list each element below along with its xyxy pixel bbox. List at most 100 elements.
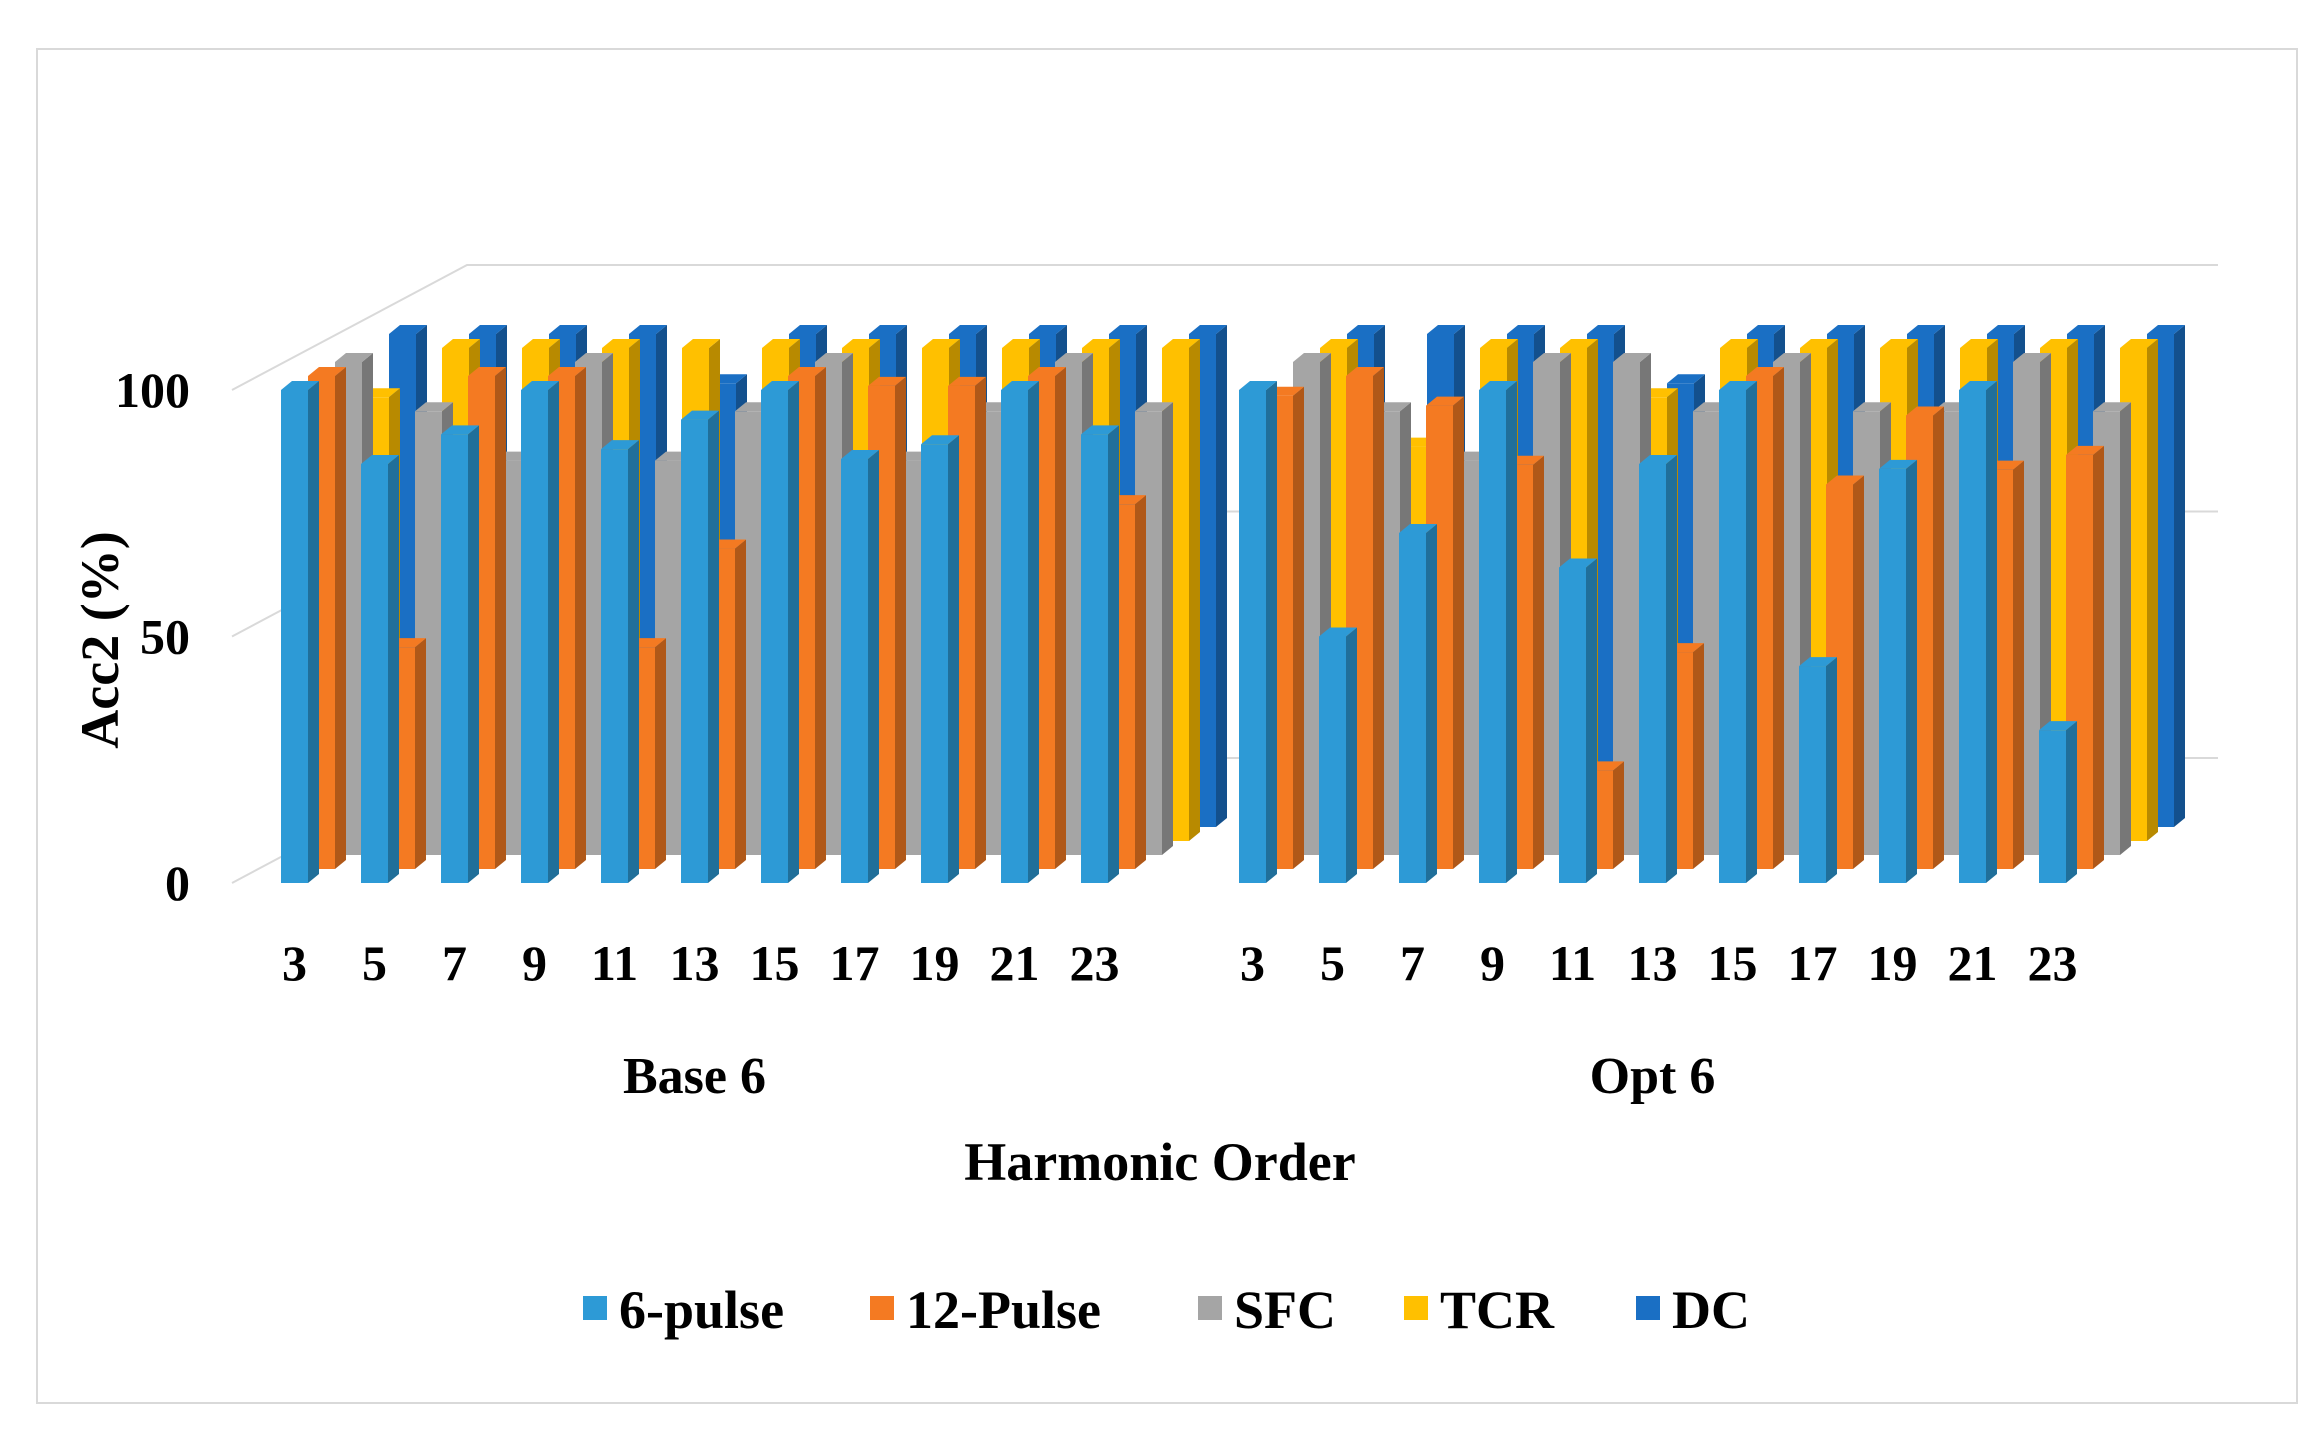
bar-side (2093, 445, 2104, 869)
legend-swatch (1636, 1296, 1660, 1320)
bar-top (2147, 325, 2185, 334)
group-labels: Base 6 Opt 6 (623, 1048, 1715, 1105)
bar-top (1907, 325, 1945, 334)
bar-side (975, 376, 986, 869)
bar-top (1906, 406, 1944, 416)
bar (1879, 459, 1917, 883)
bar (921, 435, 959, 883)
x-tick-label: 17 (1788, 935, 1838, 991)
bar-side (2147, 339, 2158, 841)
x-tick-label: 15 (1708, 935, 1758, 991)
bar-side (415, 638, 426, 869)
bar-side (1189, 339, 1200, 841)
x-tick-label: 15 (750, 935, 800, 991)
bar-top (2067, 325, 2105, 334)
bar-top (841, 450, 879, 460)
bar-top (1109, 325, 1147, 334)
bar-side (2013, 460, 2024, 869)
legend-swatch (870, 1296, 894, 1320)
bar-top (2093, 402, 2131, 412)
bar-top (1960, 339, 1998, 348)
y-tick-label: 0 (165, 855, 190, 911)
x-tick-label: 23 (2028, 935, 2078, 991)
bar-top (522, 339, 560, 348)
bar-side (1746, 381, 1757, 883)
bar-top (1427, 325, 1465, 334)
x-tick-label: 9 (1480, 935, 1505, 991)
bar-top (1827, 325, 1865, 334)
bar-side (308, 381, 319, 883)
bar-top (1426, 396, 1464, 406)
bar-side (468, 425, 479, 883)
bar-top (308, 367, 346, 376)
bar (441, 425, 479, 883)
bar-top (1613, 353, 1651, 362)
bar-side (1135, 495, 1146, 869)
bar (1479, 381, 1517, 883)
y-axis-ticks: 0 50 100 (115, 362, 190, 911)
bar-side (788, 381, 799, 883)
bar-top (575, 353, 613, 362)
gridline (231, 264, 2218, 391)
bar-top (1239, 381, 1277, 390)
bar (761, 381, 799, 883)
x-tick-label: 23 (1070, 935, 1120, 991)
bar-side (1533, 455, 1544, 869)
legend: 6-pulse 12-Pulse SFC TCR DC (583, 1280, 1750, 1340)
bar-front (1559, 567, 1586, 883)
bar-front (441, 434, 468, 883)
bar-side (1693, 643, 1704, 869)
bar-top (521, 381, 559, 390)
x-tick-label: 11 (1549, 935, 1596, 991)
bar-top (1029, 325, 1067, 334)
bar-top (1320, 339, 1358, 348)
bar-front (761, 390, 788, 883)
bar-top (2039, 721, 2077, 731)
bar-top (1002, 339, 1040, 348)
bar-top (1082, 339, 1120, 348)
bar-top (922, 339, 960, 348)
bar-side (388, 454, 399, 883)
bar-top (1800, 339, 1838, 348)
bar-side (1586, 558, 1597, 883)
bar-front (361, 463, 388, 883)
bar-top (1189, 325, 1227, 334)
bar-side (1293, 386, 1304, 869)
bar-top (1559, 558, 1597, 568)
x-tick-label: 21 (990, 935, 1040, 991)
bar-side (1826, 657, 1837, 883)
bar-top (601, 440, 639, 450)
x-tick-label: 13 (1628, 935, 1678, 991)
bar-top (602, 339, 640, 348)
bar-top (1746, 367, 1784, 376)
bar-top (1319, 627, 1357, 637)
bar-side (548, 381, 559, 883)
y-axis-title: Acc2 (%) (70, 531, 130, 748)
bar-front (1399, 532, 1426, 883)
bar-top (1826, 475, 1864, 485)
bar-top (842, 339, 880, 348)
x-tick-label: 19 (1868, 935, 1918, 991)
bar-top (681, 410, 719, 420)
bar-front (1959, 390, 1986, 883)
bar (1639, 454, 1677, 883)
legend-label: DC (1672, 1280, 1750, 1340)
bar-top (1773, 353, 1811, 362)
bar-top (281, 381, 319, 390)
bar-top (1987, 325, 2025, 334)
x-tick-label: 3 (1240, 935, 1265, 991)
legend-item: 12-Pulse (870, 1280, 1101, 1340)
bar-side (1426, 523, 1437, 883)
bar-top (2066, 445, 2104, 455)
bar-top (868, 376, 906, 386)
bar-side (1453, 396, 1464, 869)
legend-item: DC (1636, 1280, 1750, 1340)
bar (1239, 381, 1277, 883)
bar-side (1933, 406, 1944, 869)
bar-top (762, 339, 800, 348)
bar (841, 450, 879, 883)
bar-top (1667, 374, 1705, 384)
x-tick-label: 21 (1948, 935, 1998, 991)
bar-side (1773, 367, 1784, 869)
bars (281, 325, 2185, 883)
